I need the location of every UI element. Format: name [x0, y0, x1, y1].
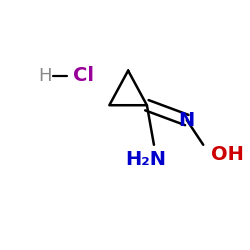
Text: H₂N: H₂N: [125, 150, 166, 169]
Text: Cl: Cl: [73, 66, 94, 85]
Text: H: H: [38, 66, 52, 84]
Text: OH: OH: [212, 145, 244, 164]
Text: N: N: [179, 110, 195, 130]
